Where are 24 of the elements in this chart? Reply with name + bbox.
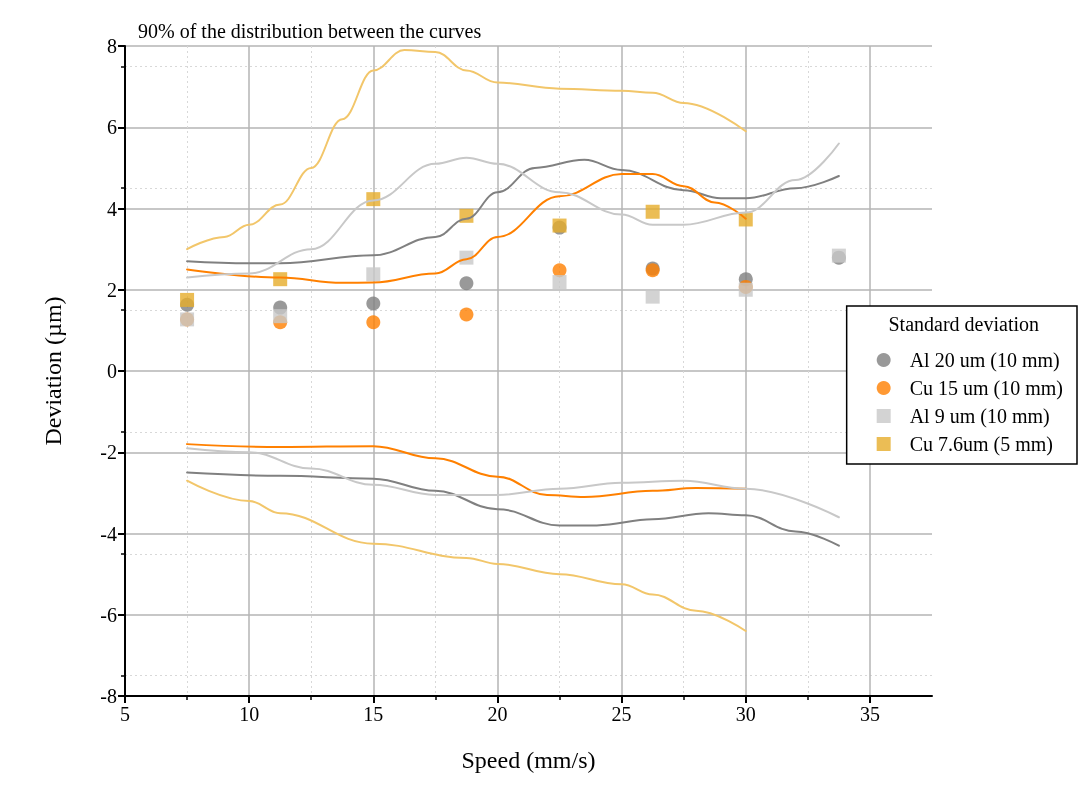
y-tick-label: -4 [100, 522, 117, 545]
x-tick-label: 20 [487, 703, 508, 725]
legend-label: Cu 15 um (10 mm) [909, 377, 1064, 400]
x-tick-label: 35 [859, 703, 880, 725]
legend-label: Al 9 um (10 mm) [909, 405, 1050, 428]
y-axis-title: Deviation (µm) [40, 296, 66, 446]
y-tick-label: 6 [107, 116, 117, 139]
chart-title: 90% of the distribution between the curves [138, 20, 482, 42]
x-tick-label: 15 [363, 703, 384, 725]
legend-label: Cu 7.6um (5 mm) [909, 433, 1054, 456]
x-tick-label: 10 [239, 703, 260, 725]
y-tick-label: 0 [107, 360, 117, 382]
y-tick-label: 2 [107, 278, 117, 301]
x-axis-title: Speed (mm/s) [461, 747, 596, 773]
x-tick-label: 30 [735, 703, 756, 725]
y-tick-label: 4 [107, 197, 117, 220]
y-tick-label: 8 [107, 35, 117, 57]
legend-label: Al 20 um (10 mm) [909, 349, 1060, 372]
legend-title: Standard deviation [888, 313, 1040, 335]
x-tick-label: 5 [120, 703, 130, 725]
y-tick-label: -8 [100, 685, 117, 707]
x-tick-label: 25 [611, 703, 632, 725]
y-tick-label: -2 [100, 441, 117, 464]
y-tick-label: -6 [100, 603, 117, 626]
